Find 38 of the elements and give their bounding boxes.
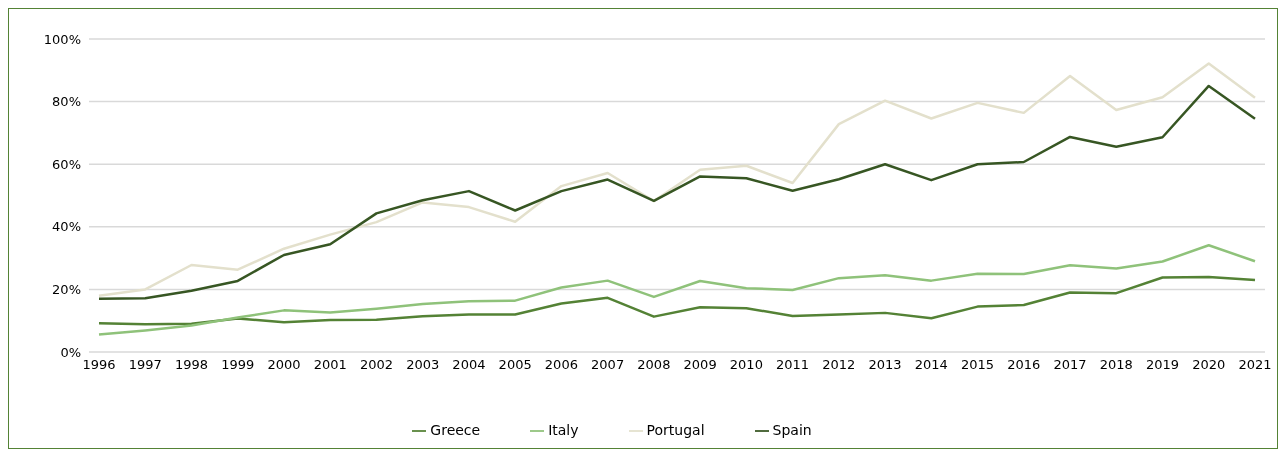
x-tick-label: 2009 xyxy=(683,357,717,373)
x-tick-label: 2010 xyxy=(729,357,763,373)
x-tick-label: 2005 xyxy=(498,357,532,373)
line-series xyxy=(97,244,1257,336)
x-tick-label: 2001 xyxy=(313,357,347,373)
legend-label: Spain xyxy=(772,422,812,438)
legend-label: Greece xyxy=(430,422,481,438)
y-tick-label: 40% xyxy=(52,219,81,235)
x-tick-label: 2013 xyxy=(868,357,902,373)
x-tick-label: 2014 xyxy=(914,357,948,373)
x-tick-label: 2012 xyxy=(822,357,856,373)
x-tick-label: 2016 xyxy=(1007,357,1041,373)
x-tick-label: 1997 xyxy=(128,357,162,373)
y-tick-label: 100% xyxy=(43,31,81,47)
x-tick-label: 2007 xyxy=(591,357,625,373)
x-tick-label: 1996 xyxy=(82,357,116,373)
x-tick-label: 2008 xyxy=(637,357,671,373)
y-tick-label: 80% xyxy=(52,94,81,110)
x-tick-label: 2018 xyxy=(1099,357,1133,373)
y-tick-label: 60% xyxy=(52,156,81,172)
x-tick-label: 2004 xyxy=(452,357,486,373)
x-tick-label: 1998 xyxy=(174,357,209,373)
legend-label: Italy xyxy=(548,422,579,438)
x-tick-label: 1999 xyxy=(221,357,255,373)
x-tick-label: 2003 xyxy=(406,357,440,373)
x-tick-label: 2011 xyxy=(776,357,810,373)
x-tick-label: 2020 xyxy=(1192,357,1226,373)
x-tick-label: 2021 xyxy=(1238,357,1272,373)
y-tick-label: 0% xyxy=(60,344,81,360)
y-tick-label: 20% xyxy=(52,282,81,298)
x-tick-label: 2017 xyxy=(1053,357,1087,373)
x-tick-label: 2015 xyxy=(961,357,995,373)
line-series xyxy=(97,275,1257,326)
x-tick-label: 2000 xyxy=(267,357,301,373)
x-tick-label: 2019 xyxy=(1145,357,1180,373)
legend-label: Portugal xyxy=(646,422,705,438)
x-tick-label: 2006 xyxy=(544,357,578,373)
x-tick-label: 2002 xyxy=(359,357,393,373)
